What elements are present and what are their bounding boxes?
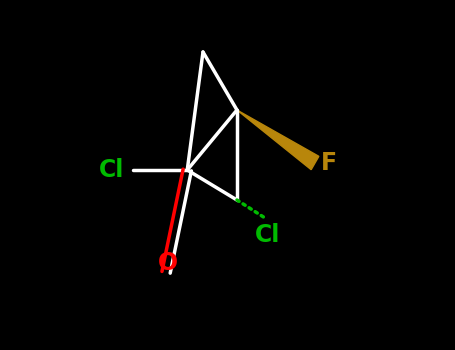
Text: Cl: Cl (99, 158, 125, 182)
Polygon shape (237, 110, 319, 170)
Text: Cl: Cl (255, 223, 280, 247)
Text: O: O (158, 251, 178, 275)
Text: F: F (321, 151, 337, 175)
